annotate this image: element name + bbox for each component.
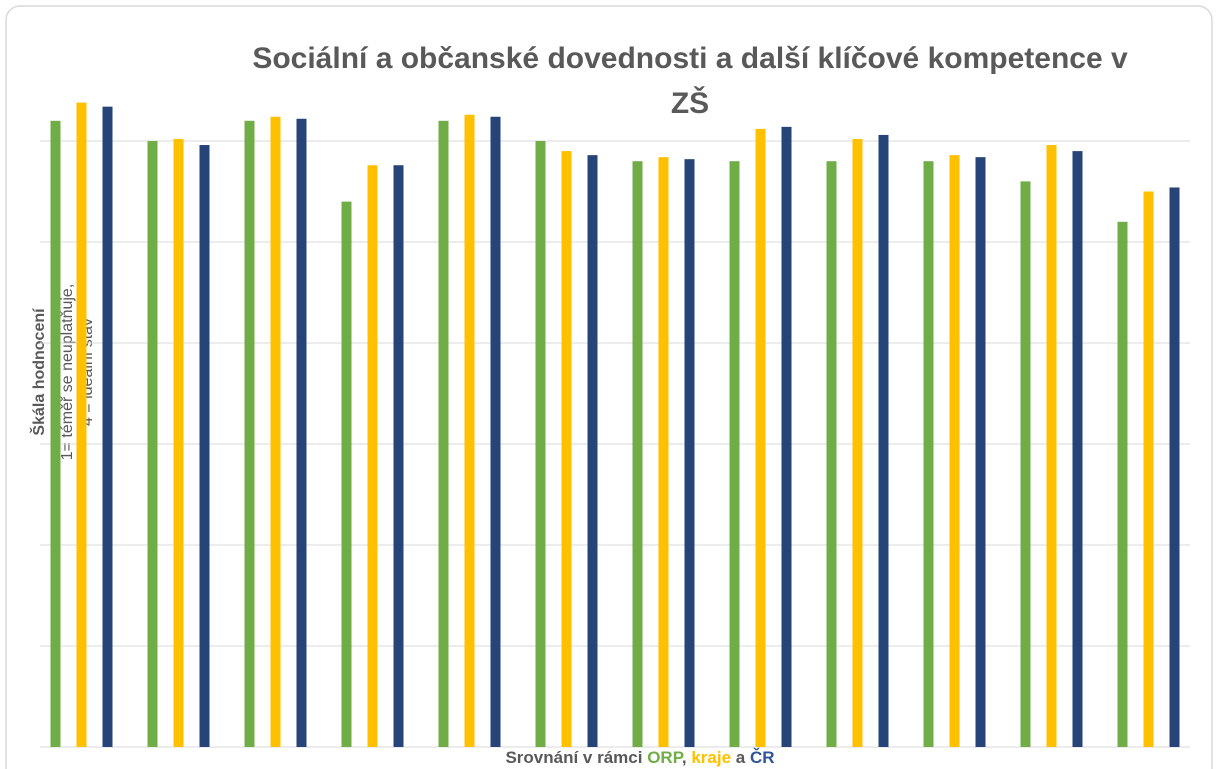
x-label-part: , [682, 748, 687, 767]
bar [102, 106, 113, 747]
bar [658, 157, 669, 747]
bar [147, 141, 158, 747]
chart-title: Sociální a občanské dovednosti a další k… [252, 42, 1128, 75]
bar [684, 159, 695, 747]
bar [852, 138, 863, 748]
bar [1072, 151, 1083, 748]
legend-entry: kraje [691, 748, 731, 767]
bar [729, 161, 740, 747]
bar [341, 201, 352, 748]
bar [535, 141, 546, 747]
bar [587, 155, 598, 747]
bar [923, 161, 934, 747]
bar [393, 165, 404, 748]
bar [76, 102, 87, 748]
bar [1169, 187, 1180, 747]
bar [173, 138, 184, 748]
bar [270, 116, 281, 747]
bar [949, 155, 960, 747]
bar [244, 120, 255, 748]
legend-entry: ČR [750, 748, 775, 767]
bar [755, 128, 766, 747]
y-label-line: Škála hodnocení [29, 308, 48, 436]
y-label-line: 1= téměř se neuplatňuje, [59, 284, 76, 461]
bar [490, 116, 501, 747]
bar [464, 114, 475, 748]
legend-entry: ORP [647, 748, 684, 767]
bar [1020, 181, 1031, 747]
bar [781, 126, 792, 748]
bar [975, 157, 986, 747]
bar [1046, 145, 1057, 748]
bar [826, 161, 837, 747]
bar [1143, 191, 1154, 747]
bar [632, 161, 643, 747]
x-label-part: Srovnání v rámci [505, 748, 642, 767]
bar [199, 145, 210, 748]
bar [561, 151, 572, 748]
x-label-part: a [736, 748, 746, 767]
bars [50, 102, 1180, 748]
bar [1117, 221, 1128, 748]
chart-title: ZŠ [671, 86, 709, 120]
bar [878, 134, 889, 747]
bar [296, 118, 307, 747]
bar [367, 165, 378, 748]
chart-frame [5, 5, 1213, 769]
bar [438, 120, 449, 748]
grid [40, 140, 1190, 748]
x-axis-label: Srovnání v rámci ORP, kraje a ČR [505, 748, 774, 767]
bar [50, 120, 61, 748]
